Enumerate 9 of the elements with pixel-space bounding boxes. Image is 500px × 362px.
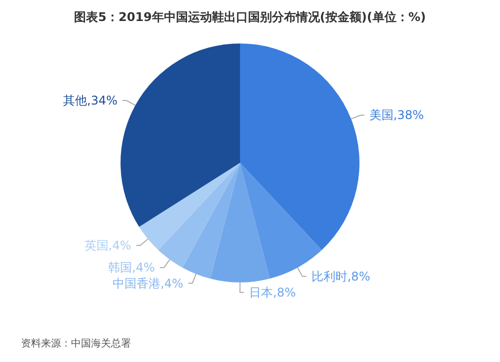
slice-label: 中国香港,4% xyxy=(112,276,184,290)
slice-label: 韩国,4% xyxy=(108,260,155,275)
slice-label: 日本,8% xyxy=(249,285,296,300)
slice-label: 比利时,8% xyxy=(311,269,370,284)
text: 资料来源：中国海关总署 xyxy=(21,338,131,350)
slice-label: 其他,34% xyxy=(63,94,118,108)
slice-label: 英国,4% xyxy=(84,238,132,252)
chart-title: 图表5：2019年中国运动鞋出口国别分布情况(按金额)(单位：%) xyxy=(74,10,426,24)
slice-label: 美国,38% xyxy=(369,108,424,122)
